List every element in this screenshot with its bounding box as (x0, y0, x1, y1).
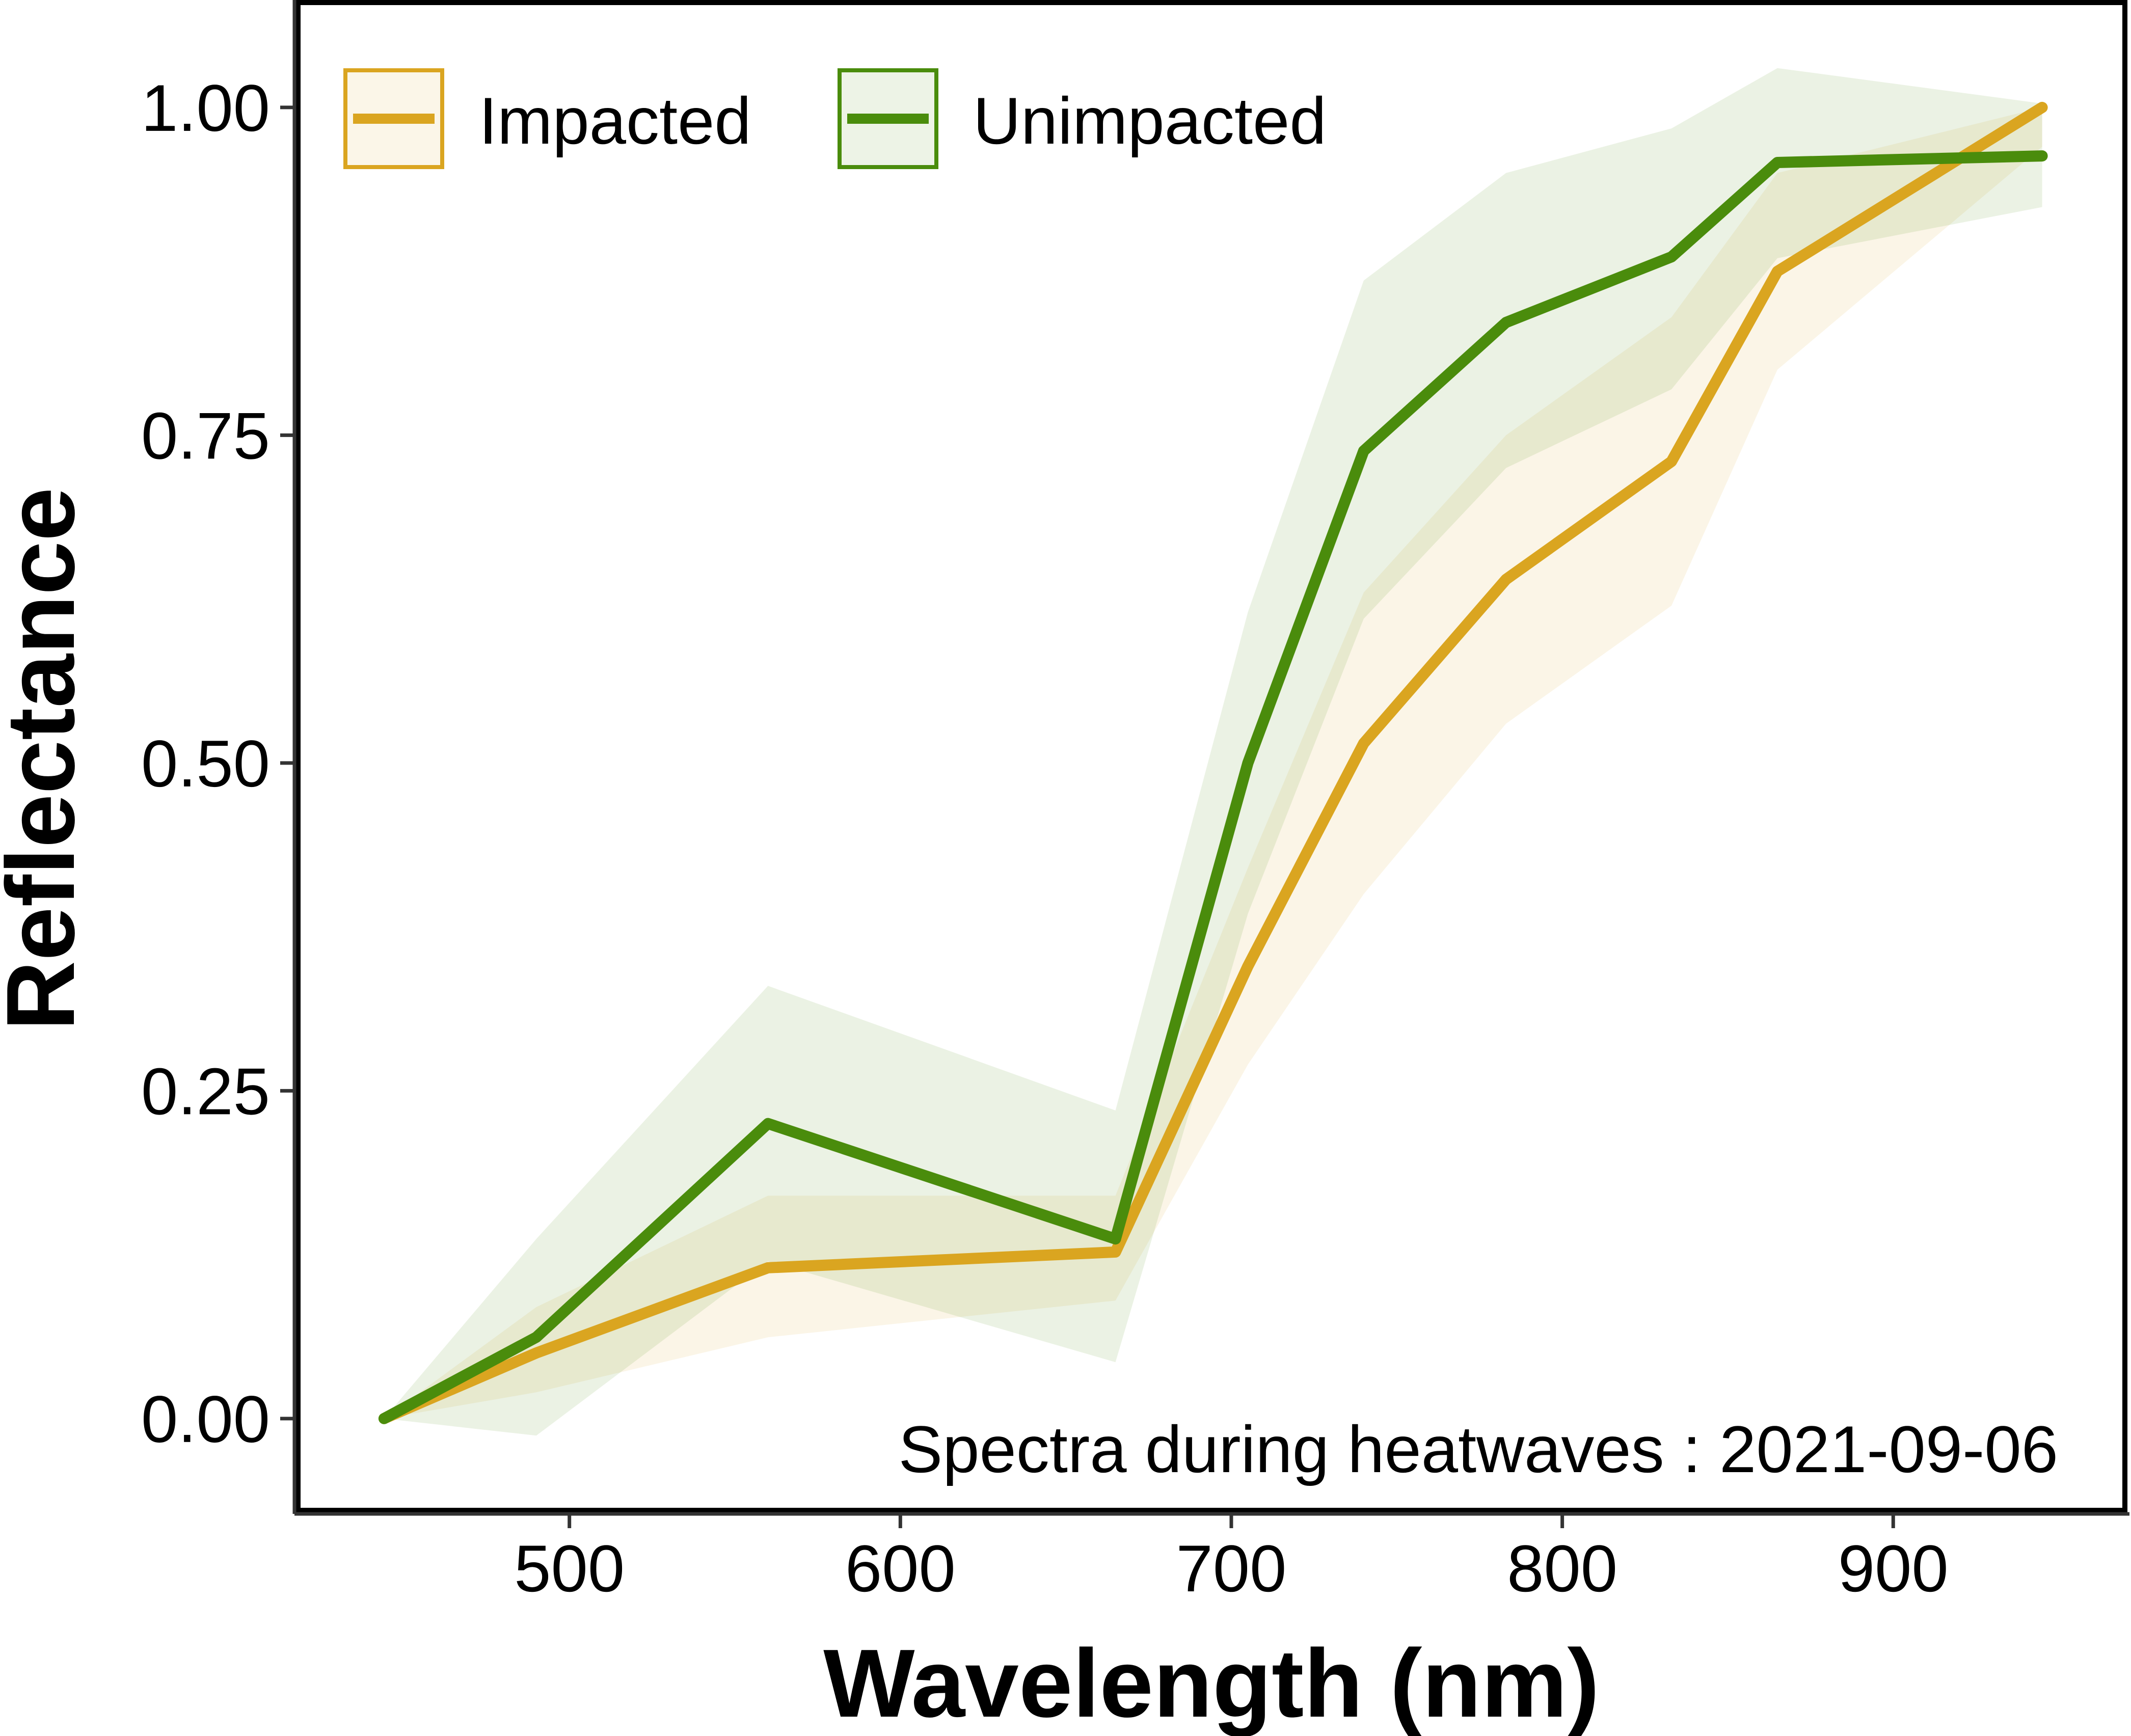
x-tick-label: 700 (1176, 1531, 1287, 1606)
y-tick-label: 0.25 (141, 1054, 270, 1128)
legend-item-unimpacted: Unimpacted (838, 68, 1327, 169)
confidence-bands (384, 68, 2042, 1436)
legend-label-impacted: Impacted (479, 84, 751, 158)
x-tick-label: 600 (845, 1531, 956, 1606)
y-tick-label: 0.75 (141, 398, 270, 473)
series-line-unimpacted (378, 150, 2048, 1424)
legend-label-unimpacted: Unimpacted (973, 84, 1327, 158)
legend-item-impacted: Impacted (343, 68, 751, 169)
x-axis-title: Wavelength (nm) (823, 1630, 1600, 1736)
band-impacted (384, 107, 2042, 1419)
x-tick-label: 500 (514, 1531, 625, 1606)
y-tick-label: 0.00 (141, 1382, 270, 1456)
y-axis-title: Reflectance (0, 487, 95, 1031)
y-tick-label: 0.50 (141, 726, 270, 801)
x-axis-ticks: 500 600 700 800 900 (514, 1514, 1949, 1606)
plot-panel-border (295, 0, 2127, 1513)
legend: Impacted Unimpacted (343, 68, 1327, 169)
series-lines (378, 101, 2048, 1424)
y-axis-ticks: 0.00 0.25 0.50 0.75 1.00 (141, 71, 294, 1456)
x-tick-label: 800 (1507, 1531, 1617, 1606)
chart-annotation: Spectra during heatwaves : 2021-09-06 (899, 1412, 2058, 1486)
y-tick-label: 1.00 (141, 71, 270, 145)
band-unimpacted (384, 68, 2042, 1436)
x-tick-label: 900 (1838, 1531, 1949, 1606)
series-line-impacted (378, 101, 2048, 1424)
